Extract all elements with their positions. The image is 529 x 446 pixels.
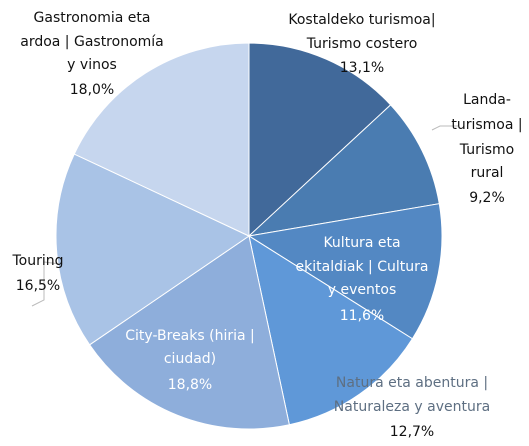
value-label: 18,8% [168,377,212,393]
slice-label: City-Breaks (hiria | [125,328,254,344]
leader-line [431,125,458,131]
pie-slice [247,203,443,340]
slice-label: Touring [11,253,63,269]
leader-line [31,261,61,307]
pie-slice [247,104,440,237]
slice-label: Kostaldeko turismoa| [288,12,435,28]
slice-label: ciudad) [164,351,216,367]
slice-label: Kultura eta [323,235,400,251]
value-label: 18,0% [70,82,114,98]
value-label: 13,1% [340,60,384,76]
pie-slice [248,234,414,426]
slice-label: y eventos [328,282,396,298]
slice-label: Naturaleza y aventura [334,399,490,415]
value-label: 16,5% [16,278,60,294]
slice-label: ardoa | Gastronomía [20,34,164,50]
pie-slice [73,42,250,237]
slice-label: Gastronomia eta [34,10,151,26]
slice-label: turismoa | [451,117,522,133]
pie-slice [55,153,251,346]
pie-slice [88,235,290,430]
slice-label: Natura eta abentura | [336,375,488,391]
value-label: 9,2% [469,190,505,206]
value-label: 12,7% [390,424,434,440]
slice-label: y vinos [67,57,117,73]
pie-slice [248,42,392,238]
slice-label: Turismo costero [306,36,418,52]
slice-label: rural [471,165,504,181]
slice-label: ekitaldiak | Cultura [296,259,429,275]
slice-label: Landa- [463,92,511,108]
slice-label: Turismo [459,142,514,158]
value-label: 11,6% [340,308,384,324]
